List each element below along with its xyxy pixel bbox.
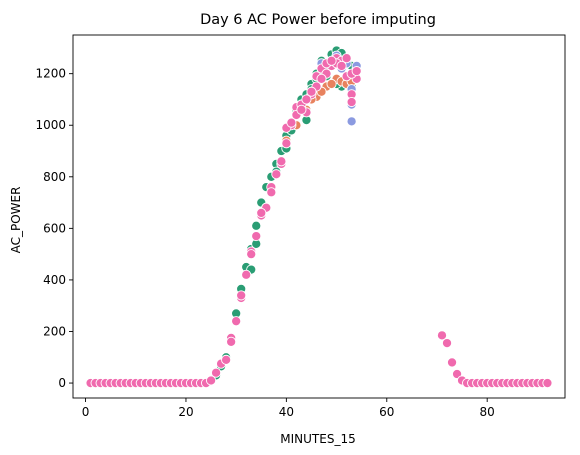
data-point <box>336 60 347 71</box>
data-point <box>281 138 292 149</box>
data-point <box>271 169 282 180</box>
y-tick-label: 1000 <box>35 118 66 132</box>
data-point <box>446 357 458 368</box>
data-point <box>326 55 337 66</box>
data-point <box>226 336 237 347</box>
data-point <box>286 117 297 128</box>
data-point <box>256 207 267 218</box>
x-tick-label: 0 <box>82 405 90 419</box>
data-point <box>306 86 317 97</box>
data-point <box>251 220 262 231</box>
data-point <box>441 338 453 349</box>
data-point <box>326 78 337 90</box>
y-tick-label: 200 <box>43 324 66 338</box>
data-point <box>221 354 232 365</box>
x-tick-label: 40 <box>279 405 294 419</box>
chart-title: Day 6 AC Power before imputing <box>200 12 436 28</box>
data-point <box>346 96 357 108</box>
data-point <box>341 53 352 64</box>
data-point <box>241 269 252 280</box>
x-tick-label: 20 <box>178 405 193 419</box>
x-axis-label: MINUTES_15 <box>280 432 355 446</box>
data-point <box>276 156 287 167</box>
y-tick-label: 1200 <box>35 67 66 81</box>
y-tick-label: 400 <box>43 273 66 287</box>
data-point <box>346 116 357 127</box>
data-point <box>542 377 553 389</box>
data-point <box>266 187 277 198</box>
x-tick-label: 80 <box>480 405 495 419</box>
data-point <box>211 367 222 378</box>
data-point <box>351 66 362 77</box>
data-point <box>206 375 217 386</box>
y-tick-label: 0 <box>58 376 66 390</box>
data-point <box>436 330 448 341</box>
data-point <box>231 316 242 327</box>
data-point <box>301 94 312 105</box>
y-axis-label: AC_POWER <box>9 187 23 254</box>
y-tick-label: 600 <box>43 221 66 235</box>
data-point <box>236 290 247 301</box>
points-layer <box>85 45 553 389</box>
data-point <box>246 249 257 260</box>
data-point <box>296 104 307 115</box>
y-tick-label: 800 <box>43 170 66 184</box>
plot-frame <box>72 34 566 399</box>
data-point <box>251 231 262 242</box>
x-tick-label: 60 <box>379 405 394 419</box>
data-point <box>316 73 327 84</box>
